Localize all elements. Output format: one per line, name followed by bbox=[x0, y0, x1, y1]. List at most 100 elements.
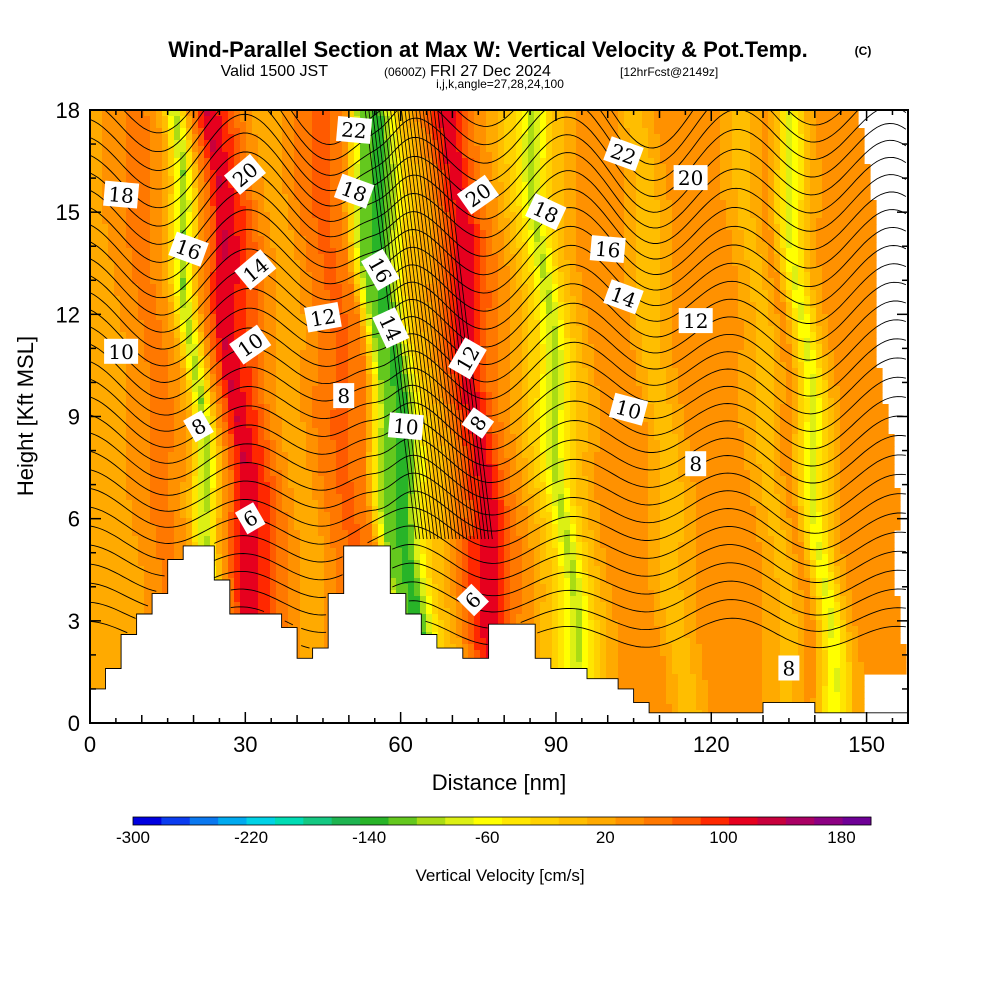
velocity-cell bbox=[540, 440, 547, 447]
velocity-cell bbox=[240, 452, 247, 459]
velocity-cell bbox=[642, 110, 655, 117]
velocity-cell bbox=[816, 122, 859, 129]
velocity-cell bbox=[330, 182, 343, 189]
velocity-cell bbox=[642, 332, 661, 339]
velocity-cell bbox=[246, 458, 253, 465]
velocity-cell bbox=[672, 332, 745, 339]
velocity-cell bbox=[510, 458, 517, 465]
velocity-cell bbox=[456, 488, 463, 495]
velocity-cell bbox=[186, 410, 193, 417]
velocity-cell bbox=[810, 374, 817, 381]
velocity-cell bbox=[228, 464, 235, 471]
velocity-cell bbox=[792, 464, 799, 471]
velocity-cell bbox=[174, 308, 181, 315]
velocity-cell bbox=[438, 428, 451, 435]
velocity-cell bbox=[780, 428, 793, 435]
velocity-cell bbox=[300, 302, 313, 309]
velocity-cell bbox=[504, 122, 517, 129]
velocity-cell bbox=[546, 374, 553, 381]
velocity-cell bbox=[786, 188, 793, 195]
velocity-cell bbox=[810, 236, 817, 243]
velocity-cell bbox=[804, 488, 811, 495]
velocity-cell bbox=[336, 332, 349, 339]
velocity-cell bbox=[126, 212, 151, 219]
velocity-cell bbox=[228, 152, 235, 159]
velocity-cell bbox=[198, 368, 205, 375]
velocity-cell bbox=[210, 458, 217, 465]
velocity-cell bbox=[450, 446, 457, 453]
velocity-cell bbox=[486, 254, 499, 261]
velocity-cell bbox=[228, 110, 235, 117]
velocity-cell bbox=[636, 314, 661, 321]
velocity-cell bbox=[756, 422, 775, 429]
velocity-cell bbox=[654, 164, 667, 171]
velocity-cell bbox=[234, 410, 247, 417]
velocity-cell bbox=[648, 488, 661, 495]
velocity-cell bbox=[546, 536, 553, 543]
velocity-cell bbox=[426, 122, 433, 129]
velocity-cell bbox=[336, 470, 349, 477]
velocity-cell bbox=[780, 188, 787, 195]
velocity-cell bbox=[372, 458, 379, 465]
velocity-cell bbox=[414, 194, 421, 201]
velocity-cell bbox=[396, 464, 409, 471]
velocity-cell bbox=[282, 434, 307, 441]
velocity-cell bbox=[168, 458, 187, 465]
velocity-cell bbox=[780, 506, 787, 513]
velocity-cell bbox=[348, 410, 367, 417]
velocity-cell bbox=[210, 416, 217, 423]
velocity-cell bbox=[384, 212, 391, 219]
velocity-cell bbox=[234, 200, 241, 207]
velocity-cell bbox=[186, 122, 193, 129]
velocity-cell bbox=[786, 506, 799, 513]
velocity-cell bbox=[534, 518, 547, 525]
velocity-cell bbox=[582, 296, 625, 303]
velocity-cell bbox=[420, 236, 433, 243]
velocity-cell bbox=[558, 392, 565, 399]
velocity-cell bbox=[192, 488, 199, 495]
velocity-cell bbox=[402, 278, 409, 285]
velocity-cell bbox=[564, 134, 577, 141]
velocity-cell bbox=[90, 530, 133, 537]
velocity-cell bbox=[444, 458, 451, 465]
velocity-cell bbox=[456, 392, 463, 399]
velocity-cell bbox=[726, 206, 739, 213]
velocity-cell bbox=[840, 494, 901, 501]
velocity-cell bbox=[198, 482, 205, 489]
velocity-cell bbox=[624, 248, 637, 255]
velocity-cell bbox=[528, 368, 541, 375]
velocity-cell bbox=[192, 266, 199, 273]
velocity-cell bbox=[474, 242, 481, 249]
velocity-cell bbox=[222, 458, 229, 465]
velocity-cell bbox=[402, 116, 409, 123]
velocity-cell bbox=[828, 374, 835, 381]
velocity-cell bbox=[774, 440, 781, 447]
velocity-cell bbox=[216, 416, 223, 423]
velocity-cell bbox=[540, 416, 547, 423]
velocity-cell bbox=[774, 470, 781, 477]
velocity-cell bbox=[282, 500, 295, 507]
velocity-cell bbox=[672, 296, 739, 303]
velocity-cell bbox=[552, 380, 559, 387]
velocity-cell bbox=[492, 464, 499, 471]
velocity-cell bbox=[732, 176, 751, 183]
velocity-cell bbox=[810, 488, 817, 495]
velocity-cell bbox=[228, 122, 235, 129]
velocity-cell bbox=[720, 146, 733, 153]
velocity-cell bbox=[456, 242, 475, 249]
velocity-cell bbox=[330, 134, 343, 141]
velocity-cell bbox=[570, 410, 577, 417]
velocity-cell bbox=[498, 404, 511, 411]
velocity-cell bbox=[192, 356, 199, 363]
velocity-cell bbox=[810, 416, 817, 423]
velocity-cell bbox=[768, 140, 775, 147]
velocity-cell bbox=[168, 134, 175, 141]
velocity-cell bbox=[540, 320, 547, 327]
velocity-cell bbox=[210, 146, 217, 153]
velocity-cell bbox=[456, 524, 463, 531]
velocity-cell bbox=[402, 164, 409, 171]
velocity-cell bbox=[558, 344, 565, 351]
velocity-cell bbox=[342, 308, 355, 315]
velocity-cell bbox=[816, 440, 823, 447]
velocity-cell bbox=[408, 170, 421, 177]
